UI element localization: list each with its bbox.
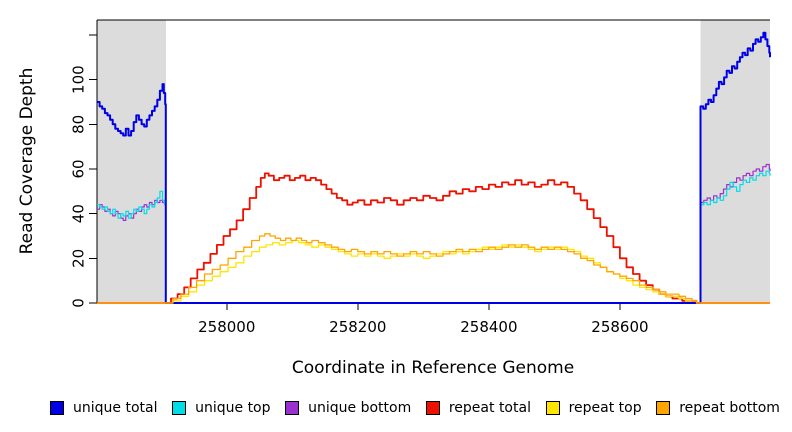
legend-label-repeat-total: repeat total [448,400,531,416]
y-tick-label: 80 [70,115,88,134]
x-axis-title: Coordinate in Reference Genome [291,358,575,378]
series-unique-top [97,170,771,304]
legend-label-unique-top: unique top [195,400,271,416]
series-repeat-bottom [97,233,770,304]
legend-label-unique-total: unique total [73,400,158,416]
legend-label-unique-bottom: unique bottom [308,400,412,416]
y-tick-label: 40 [70,204,88,223]
series-repeat-total [97,172,770,304]
legend-label-repeat-bottom: repeat bottom [679,400,780,416]
y-axis-title: Read Coverage Depth [17,67,37,255]
y-tick-label: 20 [70,249,88,268]
legend-swatch-repeat-top [545,401,560,415]
left-masked-region [97,20,166,303]
legend-swatch-unique-top [172,401,187,415]
y-tick-label: 100 [70,65,88,94]
legend-item-repeat-bottom: repeat bottom [656,400,780,416]
legend-item-unique-top: unique top [172,400,271,416]
series-unique-total [97,31,771,304]
x-tick-label: 258600 [591,318,648,336]
legend-item-unique-total: unique total [50,400,157,416]
legend-swatch-unique-bottom [285,401,300,415]
x-tick-label: 258400 [460,318,517,336]
x-tick-label: 258000 [198,318,255,336]
right-masked-region [700,20,770,303]
x-tick-label: 258200 [329,318,386,336]
legend-item-repeat-total: repeat total [425,400,531,416]
y-tick-label: 60 [70,159,88,178]
legend-item-repeat-top: repeat top [545,400,642,416]
legend-item-unique-bottom: unique bottom [285,400,411,416]
legend-swatch-repeat-bottom [656,401,671,415]
legend-swatch-repeat-total [425,401,440,415]
series-unique-bottom [97,163,771,304]
legend: unique total unique top unique bottom re… [50,400,780,416]
y-tick-label: 0 [70,298,88,308]
legend-swatch-unique-total [50,401,64,415]
legend-label-repeat-top: repeat top [568,400,642,416]
